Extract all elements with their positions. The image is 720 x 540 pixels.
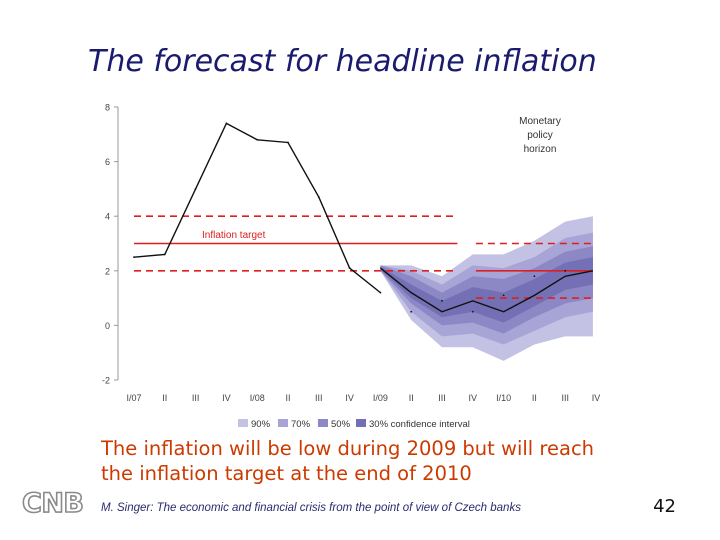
x-tick-label-13: II — [532, 393, 537, 403]
legend-label-50: 50% — [331, 419, 351, 430]
x-tick-label-5: II — [285, 393, 290, 403]
x-tick-label-10: III — [438, 393, 446, 403]
page-number: 42 — [653, 496, 676, 517]
data-point-13 — [533, 275, 536, 278]
data-point-6 — [317, 196, 320, 198]
body-text: The inflation will be low during 2009 bu… — [101, 436, 701, 486]
legend-label-70: 70% — [291, 419, 311, 430]
x-tick-label-9: II — [409, 393, 414, 403]
data-point-0 — [133, 256, 135, 259]
slide-title: The forecast for headline inflation — [88, 44, 597, 79]
inflation-forecast-line — [379, 267, 594, 313]
y-tick-label-6: 6 — [105, 157, 110, 167]
inflation-target-label: Inflation target — [202, 230, 266, 241]
data-point-7 — [348, 267, 351, 269]
data-point-2 — [194, 188, 197, 190]
y-tick-label-0: 0 — [105, 321, 110, 331]
y-axis: -2 0 2 4 6 8 — [102, 103, 119, 386]
x-tick-label-14: III — [561, 393, 569, 403]
legend-label-90: 90% — [251, 419, 271, 430]
fan-bands — [380, 216, 593, 361]
cnb-logo-text: CNB — [22, 488, 84, 518]
y-tick-label--2: -2 — [102, 376, 110, 386]
x-tick-label-7: IV — [345, 393, 354, 403]
x-tick-label-11: IV — [469, 393, 478, 403]
body-text-line-1: The inflation will be low during 2009 bu… — [101, 437, 595, 460]
x-axis-ticks: I/07 II III IV I/08 II III IV I/09 II III IV I/10 II I… — [126, 393, 600, 403]
legend-swatch-90 — [238, 419, 248, 427]
legend-swatch-70 — [278, 419, 288, 427]
legend-swatch-30 — [356, 419, 366, 427]
x-tick-label-0: I/07 — [126, 393, 141, 403]
data-point-12 — [502, 294, 505, 297]
y-tick-label-2: 2 — [105, 266, 110, 276]
x-tick-label-6: III — [315, 393, 323, 403]
data-point-4 — [256, 138, 259, 141]
x-tick-label-3: IV — [222, 393, 231, 403]
horizon-label-line2: policy — [527, 130, 553, 141]
chart-annotations: Inflation target Monetary policy horizon — [202, 116, 561, 241]
body-text-line-2: the inflation target at the end of 2010 — [101, 462, 472, 485]
x-tick-label-2: III — [192, 393, 200, 403]
data-point-3 — [225, 122, 228, 125]
data-point-1 — [163, 253, 166, 256]
data-point-9 — [410, 310, 413, 313]
chart-legend: 90% 70% 50% 30% confidence interval — [238, 419, 470, 430]
data-point-11 — [471, 310, 474, 313]
horizon-label-line1: Monetary — [519, 116, 561, 127]
inflation-history-line — [133, 122, 381, 294]
cnb-logo: CNB — [22, 487, 85, 518]
data-point-10 — [441, 299, 443, 302]
inflation-target-lines — [134, 215, 593, 299]
x-tick-label-1: II — [162, 393, 167, 403]
x-tick-label-4: I/08 — [250, 393, 265, 403]
data-point-5 — [287, 141, 289, 144]
footer-caption: M. Singer: The economic and financial cr… — [101, 502, 521, 514]
y-tick-label-4: 4 — [105, 212, 110, 222]
x-tick-label-15: IV — [592, 393, 601, 403]
data-point-8 — [379, 291, 382, 294]
legend-label-30: 30% confidence interval — [369, 419, 470, 430]
data-point-14 — [564, 269, 567, 272]
x-tick-label-12: I/10 — [496, 393, 511, 403]
horizon-label-line3: horizon — [524, 144, 557, 155]
inflation-series — [133, 122, 594, 313]
x-tick-label-8: I/09 — [373, 393, 388, 403]
legend-swatch-50 — [318, 419, 328, 427]
y-tick-label-8: 8 — [105, 103, 110, 113]
